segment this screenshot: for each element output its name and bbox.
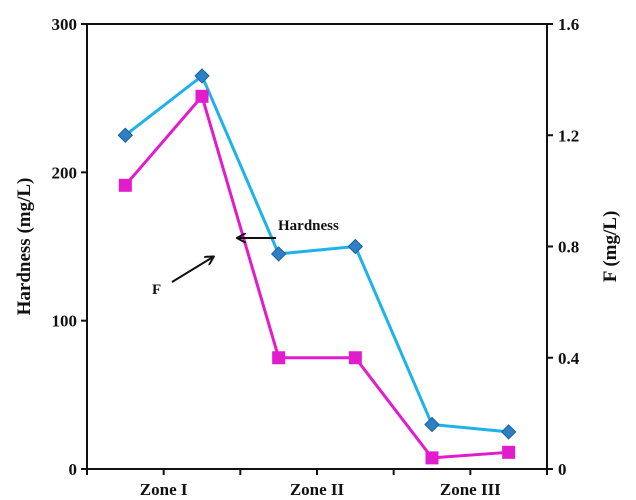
y-left-axis-title: Hardness (mg/L) xyxy=(14,178,35,316)
data-point-f xyxy=(195,89,209,103)
series-line-hardness xyxy=(124,74,509,434)
series-line-f xyxy=(124,94,509,460)
annotation-f-label: F xyxy=(152,282,161,298)
data-point-hardness xyxy=(500,424,517,440)
y-left-tick-label: 200 xyxy=(52,163,78,182)
y-right-tick-label: 1.6 xyxy=(558,15,579,34)
x-tick-label: Zone III xyxy=(440,480,501,499)
y-right-tick-label: 0 xyxy=(558,460,567,479)
annotation-hardness-label: Hardness xyxy=(278,218,339,234)
data-point-f xyxy=(425,451,439,465)
data-point-hardness xyxy=(424,416,440,433)
data-point-f xyxy=(272,351,286,365)
y-right-tick-label: 1.2 xyxy=(558,126,579,145)
annotation-arrow-f xyxy=(171,257,213,283)
data-point-f xyxy=(502,445,516,459)
y-right-tick-label: 0.8 xyxy=(558,238,579,257)
x-tick-label: Zone II xyxy=(290,480,345,499)
x-tick-label: Zone I xyxy=(140,480,188,499)
y-left-tick-label: 300 xyxy=(52,15,78,34)
y-left-tick-label: 100 xyxy=(52,312,78,331)
data-point-hardness xyxy=(347,238,364,255)
y-right-axis-title: F (mg/L) xyxy=(600,211,621,283)
y-left-tick-label: 0 xyxy=(69,460,78,479)
data-point-f xyxy=(348,351,362,365)
plot-area: Zone I Zone II Zone III 0 100 200 300 0 0.4 0.8 1.… xyxy=(14,15,621,499)
data-point-hardness xyxy=(117,127,134,143)
data-point-f xyxy=(118,178,132,192)
y-right-tick-label: 0.4 xyxy=(558,349,580,368)
data-point-hardness xyxy=(270,246,287,262)
plot-frame xyxy=(86,23,548,470)
data-point-hardness xyxy=(194,68,210,84)
